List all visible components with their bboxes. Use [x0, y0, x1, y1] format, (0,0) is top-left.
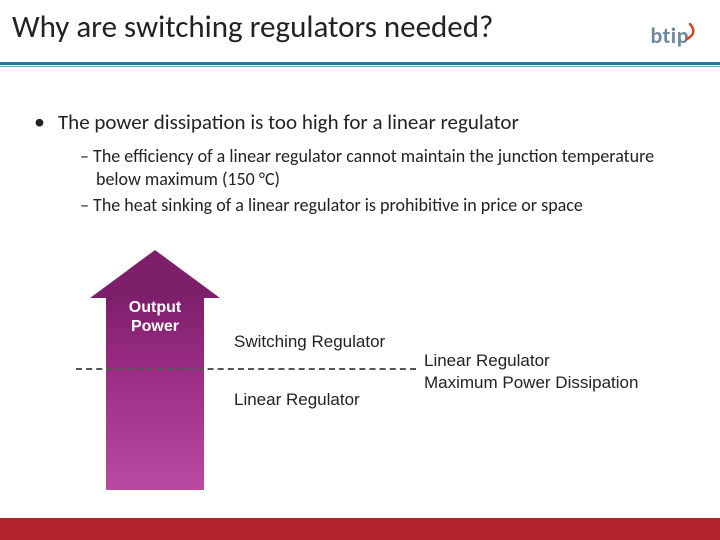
right-label-line1: Linear Regulator [424, 351, 550, 370]
bullet-main: The power dissipation is too high for a … [28, 108, 692, 135]
content-area: The power dissipation is too high for a … [0, 78, 720, 217]
page-title: Why are switching regulators needed? [12, 8, 708, 46]
footer-bar [0, 518, 720, 540]
max-power-dissipation-label: Linear Regulator Maximum Power Dissipati… [424, 350, 638, 394]
arrow-label-line1: Output [129, 299, 181, 316]
title-underline [0, 62, 720, 65]
output-power-arrow: Output Power [90, 250, 220, 490]
bullet-sub-2: The heat sinking of a linear regulator i… [80, 194, 692, 217]
right-label-line2: Maximum Power Dissipation [424, 373, 638, 392]
title-underline-thin [0, 66, 720, 67]
logo: btip [650, 20, 700, 49]
dashed-divider [76, 368, 416, 370]
diagram: Output Power Switching Regulator Linear … [0, 250, 720, 490]
logo-arc-icon [686, 20, 700, 47]
arrow-label-line2: Power [131, 318, 179, 335]
switching-regulator-label: Switching Regulator [234, 332, 385, 352]
logo-text: btip [650, 22, 689, 49]
linear-regulator-label: Linear Regulator [234, 390, 360, 410]
bullet-sub-1: The efficiency of a linear regulator can… [80, 145, 692, 190]
arrow-head-icon [90, 250, 220, 298]
arrow-label: Output Power [106, 298, 204, 336]
